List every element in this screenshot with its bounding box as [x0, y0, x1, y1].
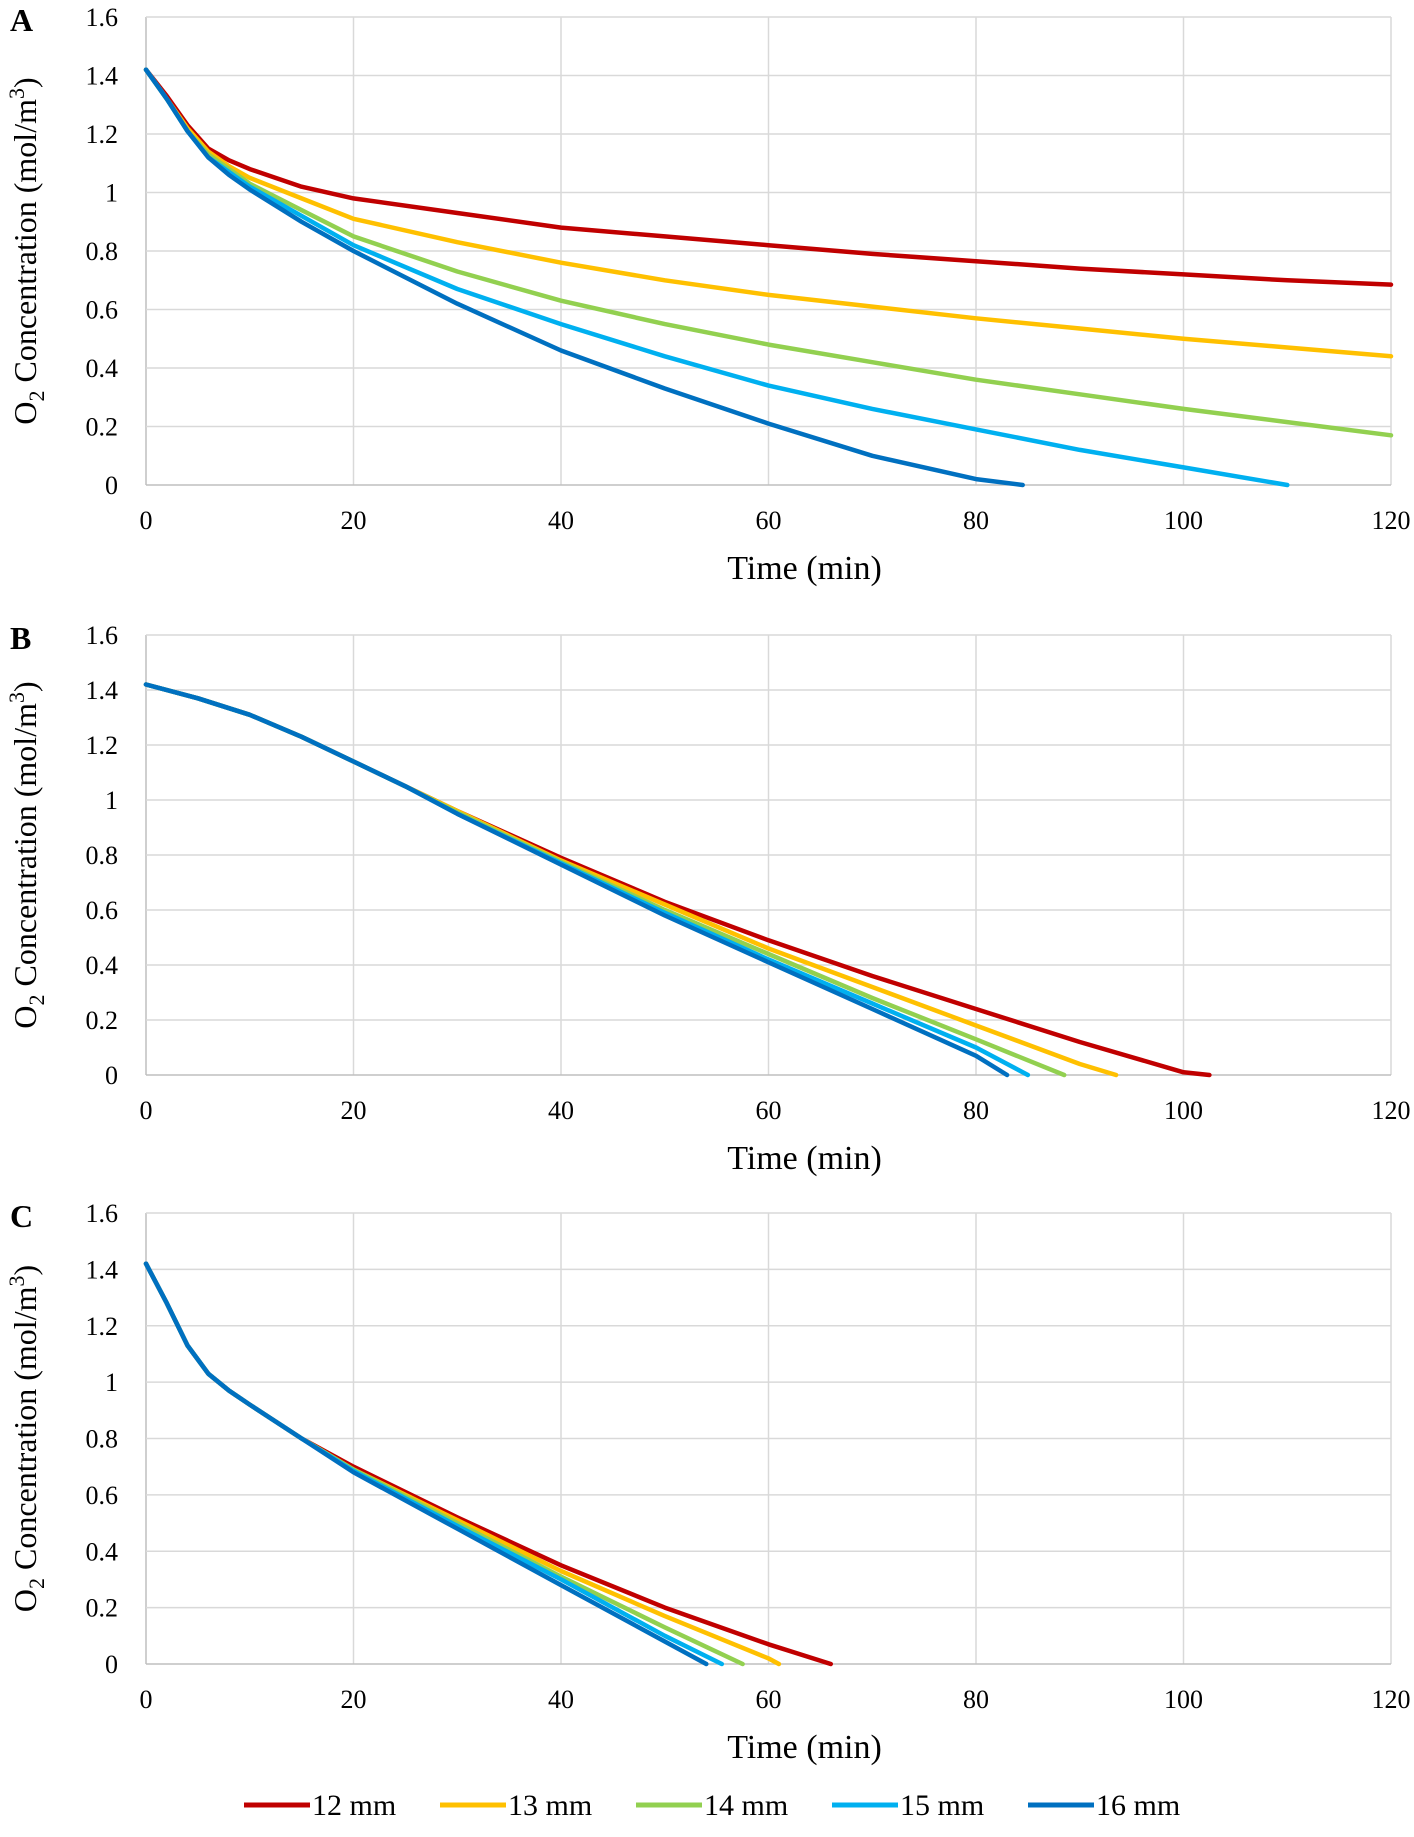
y-tick-label: 0.4 [86, 354, 119, 383]
y-axis-label-sup: 3 [4, 88, 29, 99]
panel-b: B 0 20 40 60 80 100 120 0 0.2 0.4 0.6 0.8 1 1.2 1.4 1.6 T… [4, 620, 1411, 1177]
y-tick-label: 1.6 [86, 1199, 119, 1228]
x-tick-label: 0 [140, 1685, 153, 1714]
series-line-15-mm [143, 67, 1290, 488]
y-tick-label: 0.6 [86, 1481, 119, 1510]
y-axis-label-mid: Concentration (mol/m [7, 703, 43, 995]
legend-label: 14 mm [704, 1789, 788, 1822]
y-axis-label-sub: 2 [24, 1578, 49, 1589]
y-tick-label: 1.2 [86, 731, 119, 760]
legend-label: 16 mm [1096, 1789, 1180, 1822]
panel-letter: A [10, 2, 33, 38]
y-tick-label: 0.8 [86, 841, 119, 870]
x-tick-label: 0 [140, 1096, 153, 1125]
y-tick-label: 1 [105, 179, 118, 208]
y-tick-label: 0.2 [86, 1594, 119, 1623]
series-line-12-mm [143, 1261, 834, 1667]
x-tick-label: 20 [341, 506, 367, 535]
x-tick-label: 20 [341, 1096, 367, 1125]
x-tick-label: 60 [756, 506, 782, 535]
panel-letter: C [10, 1198, 33, 1234]
legend-label: 13 mm [508, 1789, 592, 1822]
x-tick-label: 120 [1372, 506, 1411, 535]
y-axis-label-mid: Concentration (mol/m [7, 1286, 43, 1578]
panel-c: C 0 20 40 60 80 100 120 0 0.2 0.4 0.6 0.8 1 1.2 1.4 1.6 T… [4, 1198, 1411, 1766]
y-axis-label-sup: 3 [4, 692, 29, 703]
series-line-12-mm [143, 682, 1212, 1078]
y-tick-label: 1.2 [86, 1312, 119, 1341]
y-axis-label-suffix: ) [7, 1265, 43, 1276]
series-line-16-mm [143, 682, 1010, 1078]
y-axis-label: O2 Concentration (mol/m3) [4, 77, 49, 424]
x-tick-label: 80 [963, 1096, 989, 1125]
series-line-13-mm [143, 682, 1119, 1078]
x-tick-label: 60 [756, 1685, 782, 1714]
y-axis-label-prefix: O [7, 402, 43, 425]
x-tick-label: 100 [1164, 1096, 1203, 1125]
y-tick-label: 0 [105, 471, 118, 500]
y-tick-label: 1.4 [86, 676, 119, 705]
x-tick-label: 0 [140, 506, 153, 535]
series-line-13-mm [143, 1261, 782, 1667]
x-axis-label: Time (min) [727, 1140, 882, 1177]
y-tick-label: 1.4 [86, 62, 119, 91]
x-tick-label: 80 [963, 506, 989, 535]
y-tick-label: 0.2 [86, 413, 119, 442]
panel-a: A 0 20 40 60 80 100 120 0 0.2 0.4 0.6 0.8 1 1.2 1.4 1.6 T… [4, 2, 1411, 587]
x-tick-label: 60 [756, 1096, 782, 1125]
y-tick-label: 0.6 [86, 296, 119, 325]
legend-label: 12 mm [312, 1789, 396, 1822]
x-tick-label: 120 [1372, 1685, 1411, 1714]
y-axis-label: O2 Concentration (mol/m3) [4, 681, 49, 1028]
y-tick-label: 1.2 [86, 120, 119, 149]
y-tick-label: 0.8 [86, 1425, 119, 1454]
y-tick-label: 1.6 [86, 3, 119, 32]
y-axis-label-prefix: O [7, 1006, 43, 1029]
panel-letter: B [10, 620, 31, 656]
y-tick-label: 1.4 [86, 1255, 119, 1284]
x-tick-label: 100 [1164, 506, 1203, 535]
y-tick-label: 0.2 [86, 1006, 119, 1035]
series-line-16-mm [143, 67, 1025, 488]
y-axis-label-suffix: ) [7, 77, 43, 88]
x-tick-label: 40 [548, 506, 574, 535]
y-axis-label-prefix: O [7, 1589, 43, 1612]
x-tick-label: 120 [1372, 1096, 1411, 1125]
x-tick-label: 20 [341, 1685, 367, 1714]
y-tick-label: 0 [105, 1650, 118, 1679]
x-tick-label: 100 [1164, 1685, 1203, 1714]
legend-label: 15 mm [900, 1789, 984, 1822]
x-tick-label: 80 [963, 1685, 989, 1714]
y-axis-label-sub: 2 [24, 391, 49, 402]
y-tick-label: 1 [105, 786, 118, 815]
legend: 12 mm 13 mm 14 mm 15 mm 16 mm [244, 1789, 1180, 1822]
x-axis-label: Time (min) [727, 550, 882, 587]
x-tick-label: 40 [548, 1096, 574, 1125]
y-tick-label: 0.6 [86, 896, 119, 925]
y-axis-label-mid: Concentration (mol/m [7, 99, 43, 391]
x-tick-label: 40 [548, 1685, 574, 1714]
y-axis-label: O2 Concentration (mol/m3) [4, 1265, 49, 1612]
y-tick-label: 0 [105, 1061, 118, 1090]
y-axis-label-sub: 2 [24, 995, 49, 1006]
y-tick-label: 0.8 [86, 237, 119, 266]
y-axis-label-suffix: ) [7, 681, 43, 692]
y-tick-label: 0.4 [86, 1537, 119, 1566]
x-axis-label: Time (min) [727, 1729, 882, 1766]
y-tick-label: 0.4 [86, 951, 119, 980]
series-line-16-mm [143, 1261, 709, 1667]
y-axis-label-sup: 3 [4, 1276, 29, 1287]
y-tick-label: 1 [105, 1368, 118, 1397]
y-tick-label: 1.6 [86, 621, 119, 650]
